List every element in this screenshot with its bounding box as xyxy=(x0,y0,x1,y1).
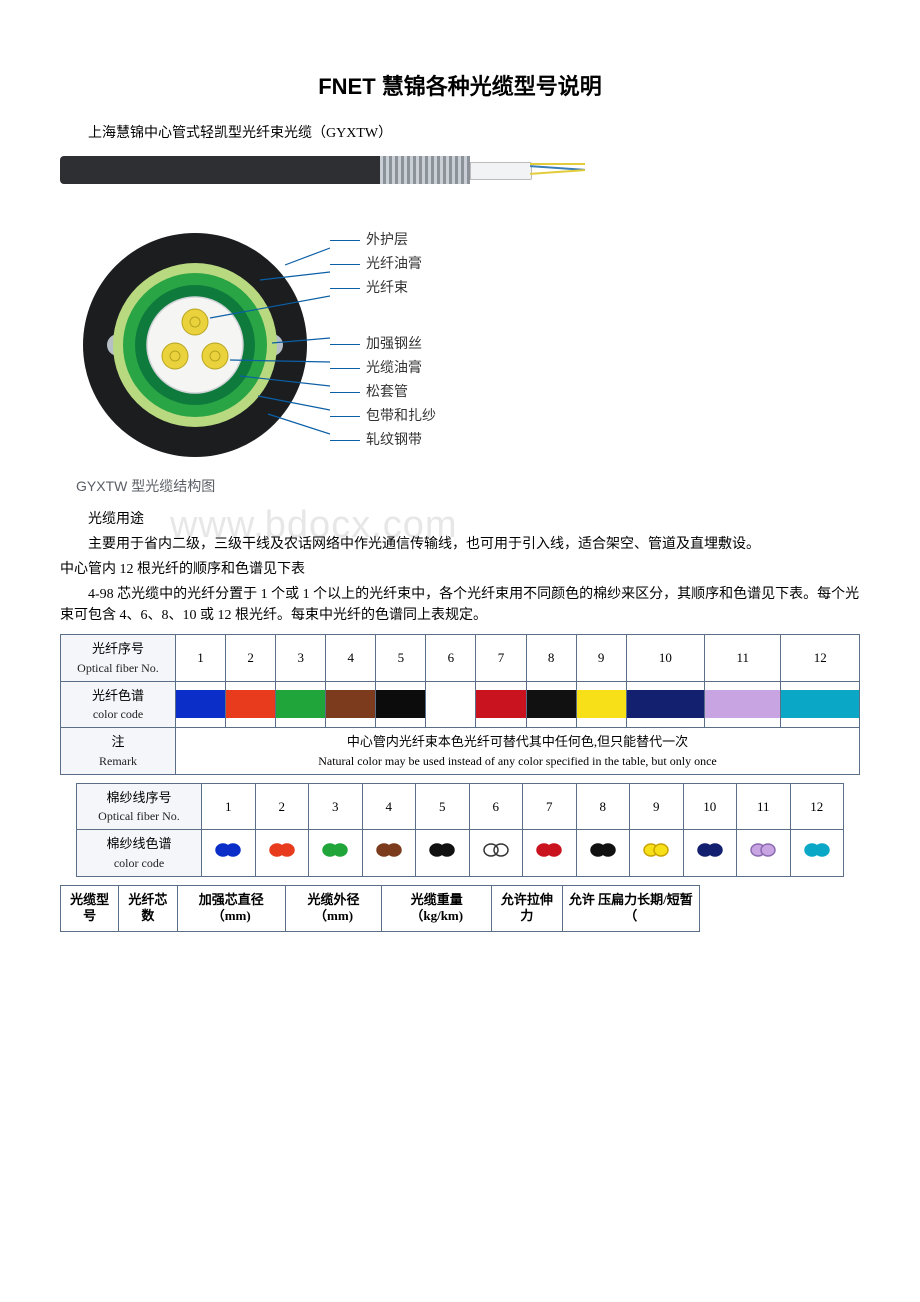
fiber-no: 3 xyxy=(276,635,326,682)
yarn-no: 9 xyxy=(630,783,684,830)
cable-cross-section-svg xyxy=(60,200,330,470)
yarn-no: 2 xyxy=(255,783,309,830)
diagram-label: 包带和扎纱 xyxy=(366,406,436,427)
spec-header: 光缆重量（kg/km) xyxy=(382,885,492,932)
spec-header: 允许拉伸力 xyxy=(492,885,562,932)
yarn-glyph xyxy=(737,830,791,877)
table-header-en: color code xyxy=(63,705,173,723)
table-header-en: color code xyxy=(79,854,199,872)
yarn-glyph xyxy=(416,830,470,877)
yarn-glyph xyxy=(469,830,523,877)
table-header-cn: 注 xyxy=(63,732,173,752)
usage-text-1: 主要用于省内二级，三级干线及农话网络中作光通信传输线，也可用于引入线，适合架空、… xyxy=(60,534,860,555)
color-swatch xyxy=(626,681,704,728)
usage-heading: 光缆用途 xyxy=(60,509,860,530)
color-swatch xyxy=(476,681,526,728)
spec-header: 光缆外径（mm) xyxy=(285,885,381,932)
yarn-no: 10 xyxy=(683,783,737,830)
yarn-no: 6 xyxy=(469,783,523,830)
yarn-no: 4 xyxy=(362,783,416,830)
table-header-cn: 棉纱线序号 xyxy=(79,788,199,808)
fiber-no: 8 xyxy=(526,635,576,682)
color-swatch xyxy=(276,681,326,728)
table-header-cn: 光纤序号 xyxy=(63,639,173,659)
color-swatch xyxy=(176,681,226,728)
diagram-caption: GYXTW 型光缆结构图 xyxy=(76,476,860,497)
cross-section-labels: 外护层 光纤油膏 光纤束 加强钢丝 光缆油膏 松套管 包带和扎纱 轧纹钢带 xyxy=(330,200,436,452)
yarn-glyph xyxy=(683,830,737,877)
table-header-en: Optical fiber No. xyxy=(79,807,199,825)
spec-table: 光缆型号 光纤芯数 加强芯直径（mm) 光缆外径（mm) 光缆重量（kg/km)… xyxy=(60,885,700,933)
yarn-no: 12 xyxy=(790,783,844,830)
yarn-no: 5 xyxy=(416,783,470,830)
fiber-no: 6 xyxy=(426,635,476,682)
fiber-color-table: 光纤序号 Optical fiber No. 1 2 3 4 5 6 7 8 9… xyxy=(60,634,860,775)
yarn-no: 1 xyxy=(202,783,256,830)
diagram-label: 外护层 xyxy=(366,230,408,251)
yarn-no: 11 xyxy=(737,783,791,830)
fiber-no: 1 xyxy=(176,635,226,682)
yarn-glyph xyxy=(255,830,309,877)
yarn-glyph xyxy=(523,830,577,877)
table-header-en: Optical fiber No. xyxy=(63,659,173,677)
cable-side-illustration xyxy=(60,150,590,190)
color-swatch xyxy=(326,681,376,728)
fiber-no: 9 xyxy=(576,635,626,682)
color-swatch xyxy=(426,681,476,728)
yarn-glyph xyxy=(576,830,630,877)
cross-section-figure: 外护层 光纤油膏 光纤束 加强钢丝 光缆油膏 松套管 包带和扎纱 轧纹钢带 xyxy=(60,200,860,470)
color-swatch xyxy=(526,681,576,728)
diagram-label: 光纤束 xyxy=(366,278,408,299)
yarn-glyph xyxy=(202,830,256,877)
yarn-glyph xyxy=(630,830,684,877)
yarn-glyph xyxy=(790,830,844,877)
color-swatch xyxy=(705,681,781,728)
table-header-cn: 光纤色谱 xyxy=(63,686,173,706)
color-swatch xyxy=(781,681,860,728)
color-swatch xyxy=(226,681,276,728)
spec-header: 允许 压扁力长期/短暂（ xyxy=(562,885,699,932)
usage-text-3: 4-98 芯光缆中的光纤分置于 1 个或 1 个以上的光纤束中，各个光纤束用不同… xyxy=(60,584,860,626)
yarn-color-table: 棉纱线序号 Optical fiber No. 1 2 3 4 5 6 7 8 … xyxy=(76,783,844,877)
table-header-en: Remark xyxy=(63,752,173,770)
color-swatch xyxy=(376,681,426,728)
fiber-no: 4 xyxy=(326,635,376,682)
usage-text-2: 中心管内 12 根光纤的顺序和色谱见下表 xyxy=(60,559,860,580)
page-title: FNET 慧锦各种光缆型号说明 xyxy=(60,70,860,103)
fiber-no: 11 xyxy=(705,635,781,682)
diagram-label: 加强钢丝 xyxy=(366,334,422,355)
subtitle: 上海慧锦中心管式轻凯型光纤束光缆（GYXTW） xyxy=(60,123,860,144)
spec-header: 光纤芯数 xyxy=(119,885,177,932)
yarn-glyph xyxy=(309,830,363,877)
yarn-no: 3 xyxy=(309,783,363,830)
spec-header: 加强芯直径（mm) xyxy=(177,885,285,932)
table-header-cn: 棉纱线色谱 xyxy=(79,834,199,854)
remark-cell: 中心管内光纤束本色光纤可替代其中任何色,但只能替代一次 Natural colo… xyxy=(176,728,860,775)
fiber-no: 5 xyxy=(376,635,426,682)
fiber-no: 10 xyxy=(626,635,704,682)
yarn-no: 7 xyxy=(523,783,577,830)
diagram-label: 轧纹钢带 xyxy=(366,430,422,451)
yarn-no: 8 xyxy=(576,783,630,830)
diagram-label: 光纤油膏 xyxy=(366,254,422,275)
fiber-no: 12 xyxy=(781,635,860,682)
fiber-no: 2 xyxy=(226,635,276,682)
yarn-glyph xyxy=(362,830,416,877)
spec-header: 光缆型号 xyxy=(61,885,119,932)
diagram-label: 松套管 xyxy=(366,382,408,403)
diagram-label: 光缆油膏 xyxy=(366,358,422,379)
color-swatch xyxy=(576,681,626,728)
fiber-no: 7 xyxy=(476,635,526,682)
